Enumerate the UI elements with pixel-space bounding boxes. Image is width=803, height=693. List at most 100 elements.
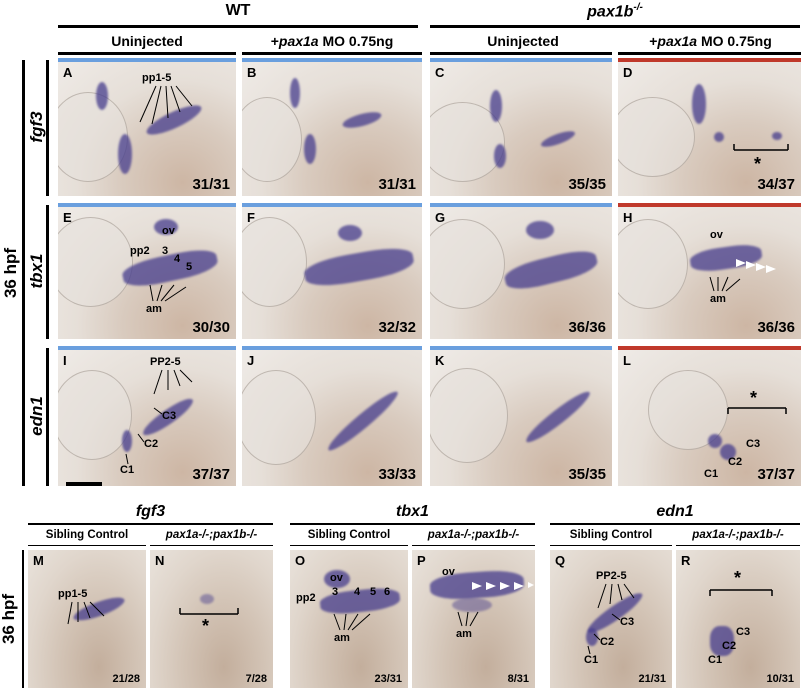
subheader-uninjected-2: Uninjected (487, 33, 559, 49)
ann-pp1-5: pp1-5 (142, 72, 172, 84)
ann-PP2-5: PP2-5 (596, 570, 627, 582)
ann-C3: C3 (162, 410, 177, 422)
subrule-4 (618, 52, 801, 55)
subrule-b6 (676, 545, 800, 546)
subrule-b1 (28, 545, 146, 546)
panel-b: B 31/31 (242, 58, 422, 196)
stain (200, 594, 214, 604)
subheader-injected-1: +pax1a MO 0.75ng (242, 33, 422, 49)
header-wt: WT (225, 2, 251, 19)
stain (522, 386, 594, 448)
ann-star: * (202, 616, 210, 636)
ann-C1: C1 (708, 654, 723, 666)
stain (324, 386, 402, 456)
panel-q: PP2-5 C3 C2 C1 Q 21/31 (550, 550, 672, 688)
row-label-fgf3: fgf3 (27, 111, 46, 143)
panel-count: 36/36 (568, 319, 606, 336)
ann-C3: C3 (746, 438, 761, 450)
stain (586, 628, 598, 646)
stain (122, 430, 132, 452)
panel-o: ov pp2 3 4 5 6 am O 23/31 (290, 550, 408, 688)
panel-count: 34/37 (757, 176, 795, 193)
sub-double-2: pax1a-/-;pax1b-/- (427, 529, 520, 541)
ann-pp2: pp2 (130, 245, 150, 257)
panel-count: 21/31 (638, 673, 666, 685)
eye (430, 219, 505, 309)
panel-count: 37/37 (757, 466, 795, 483)
inj-prefix-1: + (270, 33, 279, 49)
pointer-lines (67, 601, 105, 625)
panel-letter: F (247, 210, 255, 225)
stain (324, 570, 350, 588)
left-bracket-bottom (22, 550, 24, 688)
panel-letter: L (623, 353, 631, 368)
ann-3: 3 (332, 586, 339, 598)
ann-C2: C2 (600, 636, 615, 648)
header-pax1b: pax1b-/- (430, 2, 800, 21)
panel-letter: A (63, 65, 73, 80)
bracket-lines (709, 589, 773, 596)
stain (338, 225, 362, 241)
hpf-label-top: 36 hpf (1, 247, 20, 299)
bottom-rule-1 (28, 523, 273, 525)
panel-h: ov am H 36/36 (618, 203, 801, 339)
eye (618, 219, 688, 309)
stain (692, 84, 706, 124)
stain (302, 243, 416, 291)
panel-letter: R (681, 553, 691, 568)
ann-ov: ov (162, 225, 175, 237)
ann-pp2: pp2 (296, 592, 316, 604)
header-rule-pax1b (430, 25, 800, 28)
ann-star: * (754, 154, 762, 174)
panel-letter: C (435, 65, 445, 80)
stain (539, 128, 577, 150)
bottom-header-tbx1: tbx1 (396, 503, 429, 520)
panel-count: 35/35 (568, 466, 606, 483)
panel-count: 32/32 (378, 319, 416, 336)
bottom-rule-2 (290, 523, 535, 525)
panel-g: G 36/36 (430, 203, 612, 339)
bracket-lines (733, 144, 789, 151)
eye (618, 97, 695, 177)
panel-count: 37/37 (192, 466, 230, 483)
stain (494, 144, 506, 168)
stain (290, 78, 300, 108)
arrowheads-and-lines (709, 259, 776, 292)
ann-C3: C3 (620, 616, 635, 628)
inj-dose-2: MO 0.75ng (697, 33, 772, 49)
pointer-lines (149, 284, 187, 302)
panel-i: PP2-5 C3 C2 C1 I 37/37 (58, 346, 236, 486)
panel-count: 33/33 (378, 466, 416, 483)
panel-letter: J (247, 353, 255, 368)
stain (502, 246, 600, 294)
panel-letter: I (63, 353, 67, 368)
ann-5: 5 (370, 586, 377, 598)
stain (118, 134, 132, 174)
eye (242, 217, 307, 307)
panel-letter: E (63, 210, 72, 225)
panel-p: ov am P 8/31 (412, 550, 535, 688)
eye (242, 97, 302, 182)
ann-C2: C2 (722, 640, 737, 652)
stain (304, 134, 316, 164)
panel-count: 31/31 (378, 176, 416, 193)
ann-C1: C1 (120, 464, 135, 476)
panel-a: pp1-5 A 31/31 (58, 58, 236, 196)
ann-C2: C2 (144, 438, 159, 450)
panel-f: F 32/32 (242, 203, 422, 339)
inj-gene-1: pax1a (278, 33, 319, 49)
subrule-b5 (550, 545, 672, 546)
inj-prefix-2: + (649, 33, 658, 49)
panel-letter: K (435, 353, 445, 368)
panel-count: 8/31 (507, 673, 529, 685)
ann-ov: ov (442, 566, 455, 578)
sub-sibling-1: Sibling Control (45, 529, 129, 541)
stain (720, 444, 736, 460)
row-label-edn1: edn1 (27, 396, 46, 436)
stain (714, 132, 724, 142)
ann-PP2-5: PP2-5 (150, 356, 181, 368)
pointer-lines (125, 369, 193, 465)
row-rule-2 (46, 205, 49, 339)
ann-4: 4 (174, 253, 181, 265)
panel-j: J 33/33 (242, 346, 422, 486)
